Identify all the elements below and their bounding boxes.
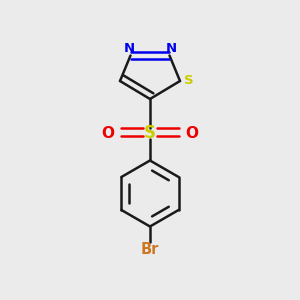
Text: S: S (184, 74, 194, 88)
Text: S: S (144, 124, 156, 142)
Text: Br: Br (141, 242, 159, 256)
Text: O: O (185, 126, 199, 141)
Text: N: N (123, 42, 135, 56)
Text: N: N (165, 42, 177, 56)
Text: O: O (101, 126, 115, 141)
